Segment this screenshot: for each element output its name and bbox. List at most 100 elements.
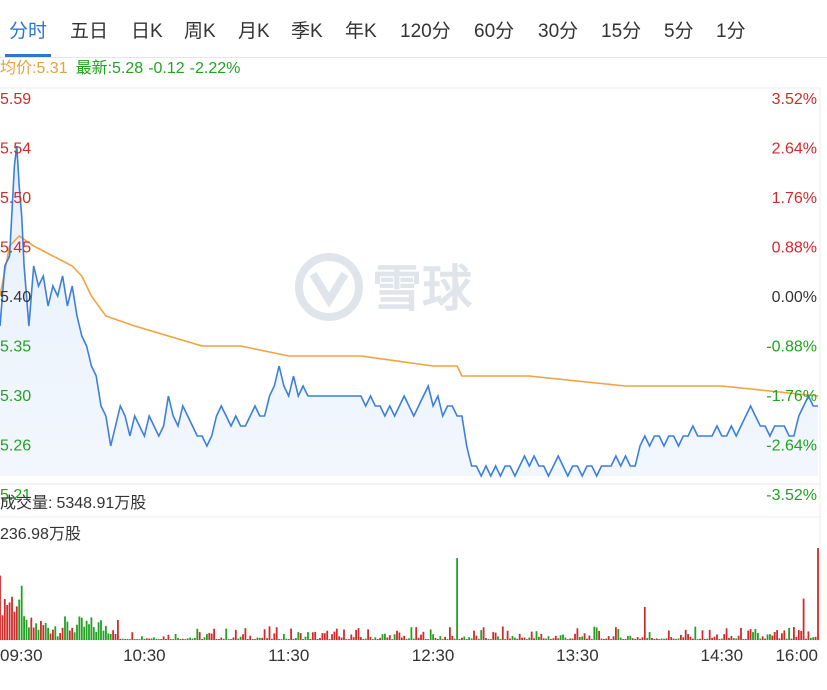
volume-bar [437,639,439,640]
volume-bar [35,623,37,640]
volume-bar [56,636,59,640]
volume-bar [735,638,738,640]
volume-bar [470,638,473,640]
volume-bar [37,629,40,640]
volume-bar [680,634,682,640]
volume-bar [319,638,321,640]
volume-bar [516,638,519,640]
volume-bar [201,639,203,640]
volume-bar [494,632,497,640]
volume-bar [473,630,475,640]
volume-bar [203,637,206,640]
volume-bar [451,635,454,640]
volume-bar [42,625,45,640]
volume-bar [453,638,456,640]
volume-bar [227,639,230,640]
volume-bar [788,627,790,640]
volume-bar [809,637,812,640]
volume-bar [153,637,155,640]
volume-bar [759,638,762,640]
volume-bar [206,633,208,640]
total-volume-label: 成交量: [0,494,52,512]
volume-bar [590,639,593,640]
volume-bar [771,635,774,640]
volume-bar [506,630,509,640]
volume-bar [800,630,803,640]
volume-bar [595,627,598,640]
volume-bar [295,638,297,640]
volume-bar [278,639,280,640]
volume-bar [449,627,451,640]
volume-bar [225,628,228,640]
volume-bar [699,638,701,640]
price-info-bar: 均价:5.31 最新:5.28 -0.12 -2.22% [0,58,245,80]
max-volume-label: 236.98万股 [0,525,81,543]
volume-bar [143,638,146,640]
volume-bar [261,637,264,640]
tab-intraday[interactable]: 分时 [9,21,48,42]
volume-bar [254,639,256,640]
tab-quarterly-k[interactable]: 季K [291,21,323,42]
tab-15-min[interactable]: 15分 [601,21,642,42]
volume-bar [636,637,639,640]
tab-30-min[interactable]: 30分 [538,21,579,42]
time-axis: 09:30 10:30 11:30 12:30 13:30 14:30 16:00 [0,646,818,665]
volume-bar [129,639,131,640]
volume-bar [441,639,444,640]
tab-5-min[interactable]: 5分 [664,21,694,42]
volume-bar [78,616,81,640]
volume-bar [569,638,572,640]
volume-bar [66,621,69,640]
volume-bar [499,638,502,640]
pct-tick-label: 2.64% [772,141,817,158]
tab-daily-k[interactable]: 日K [131,21,163,42]
volume-bar [68,630,71,640]
volume-bar [32,627,35,640]
volume-bar [95,632,98,640]
avg-price-label: 均价: [0,60,37,77]
tab-five-day[interactable]: 五日 [70,21,109,42]
volume-bar [692,638,694,640]
volume-bar [133,639,136,640]
volume-bar [622,639,624,640]
volume-bar [518,633,521,640]
volume-bar [603,639,605,640]
volume-bar [362,638,365,640]
volume-bar [198,632,201,640]
tab-60-min[interactable]: 60分 [474,21,515,42]
volume-bar [576,628,579,640]
volume-bar [114,634,117,640]
volume-bar [49,633,52,640]
price-tick-label: 5.30 [0,388,31,405]
volume-bar [581,636,584,640]
volume-bar [417,637,420,640]
tab-monthly-k[interactable]: 月K [238,21,270,42]
volume-bar [769,634,771,640]
volume-bar [177,638,179,640]
active-tab-indicator [5,54,51,57]
volume-bar [752,632,754,640]
volume-bar [400,637,403,640]
tab-120-min[interactable]: 120分 [400,21,451,42]
volume-bar [514,637,516,640]
volume-bar [13,611,16,640]
volume-bar [554,635,557,640]
volume-bar [242,634,244,640]
tab-yearly-k[interactable]: 年K [345,21,377,42]
volume-bar [641,637,644,640]
volume-bar [817,548,819,640]
tab-1-min[interactable]: 1分 [716,21,746,42]
volume-bar [76,624,78,640]
volume-bar [246,639,249,640]
volume-bar [559,635,562,640]
volume-bar [165,639,167,640]
volume-bar [655,638,658,640]
volume-bar [3,599,6,640]
volume-bar [283,634,285,640]
tab-weekly-k[interactable]: 周K [184,21,216,42]
volume-bar [530,631,533,640]
volume-bar [105,625,107,640]
volume-bar [648,632,651,640]
volume-bar [764,638,766,640]
